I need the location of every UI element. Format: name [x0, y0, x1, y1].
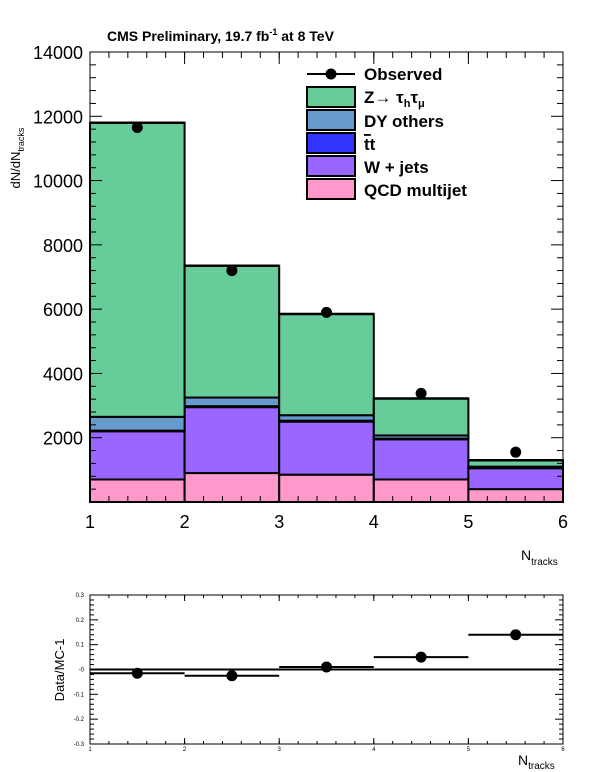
bar-w-jets-bin-1	[89, 430, 186, 481]
main-x-tick-label: 4	[369, 512, 379, 532]
legend-label-qcd: QCD multijet	[364, 181, 467, 200]
legend-item-wjets: W + jets	[306, 155, 429, 177]
ratio-x-tick-label: 4	[372, 747, 376, 753]
main-y-tick-label: 12000	[33, 107, 83, 127]
bar-qcd-multijet-bin-5	[467, 488, 564, 503]
legend-label-ttbar: tt	[364, 135, 376, 154]
main-y-tick-label: 10000	[33, 172, 83, 192]
legend-label-dy-others: DY others	[364, 112, 444, 131]
main-plot-panel: 1 2 3 4 5 6 2000 4000 6000 8000 10000 12000 14000	[33, 43, 568, 532]
legend-item-observed: Observed	[307, 65, 442, 84]
main-y-tick-label: 6000	[43, 300, 83, 320]
observed-points	[131, 122, 522, 458]
ratio-x-tick-label: 2	[183, 747, 187, 753]
legend-item-ztautau: Z→ τhτμ	[306, 86, 425, 110]
bar-z-h--bin-4	[372, 397, 470, 437]
ratio-y-tick-label: -0.1	[74, 692, 85, 698]
ratio-y-tick-label: -0.3	[74, 742, 85, 748]
ratio-y-tick-label: -0	[79, 668, 85, 674]
bar-qcd-multijet-bin-3	[278, 473, 375, 503]
main-y-axis-label: dN/dNtracks	[8, 127, 26, 188]
bar-qcd-multijet-bin-2	[183, 472, 281, 504]
chart-header: CMS Preliminary, 19.7 fb-1 at 8 TeV	[107, 27, 335, 44]
ratio-axes: 1 2 3 4 5 6 -0.3 -0.2 -0.1 -0 0.1 0.2 0.3	[74, 593, 566, 753]
main-y-tick-label: 4000	[43, 364, 83, 384]
ratio-y-tick-label: 0.1	[76, 643, 85, 649]
ratio-point-3	[321, 661, 332, 673]
main-x-axis-label: Ntracks	[521, 547, 558, 568]
main-y-tick-label: 14000	[33, 43, 83, 63]
ratio-point-2	[226, 670, 238, 682]
legend-item-ttbar: tt	[306, 132, 376, 154]
legend: Observed Z→ τhτμ DY others tt W + jets Q…	[306, 65, 467, 200]
main-x-tick-label: 2	[180, 512, 190, 532]
main-plot-frame	[89, 51, 564, 503]
ratio-plot-panel: 1 2 3 4 5 6 -0.3 -0.2 -0.1 -0 0.1 0.2 0.3	[74, 593, 566, 753]
observed-point-4	[415, 387, 427, 399]
main-x-tick-label: 3	[274, 512, 284, 532]
ratio-x-tick-label: 3	[278, 747, 282, 753]
bar-w-jets-bin-3	[278, 420, 375, 476]
observed-point-2	[226, 265, 238, 277]
observed-point-5	[510, 446, 522, 458]
ratio-y-tick-label: 0.2	[76, 618, 85, 624]
legend-item-dy-others: DY others	[306, 109, 444, 131]
bar-dy-others-bin-1	[89, 415, 186, 432]
observed-point-3	[321, 306, 332, 318]
main-axes: 1 2 3 4 5 6 2000 4000 6000 8000 10000 12000 14000	[33, 43, 568, 532]
bar-z-h--bin-3	[278, 312, 375, 417]
bar-qcd-multijet-bin-4	[372, 478, 470, 503]
bar-z-h--bin-2	[183, 264, 281, 399]
ratio-x-tick-label: 5	[467, 747, 471, 753]
main-y-tick-label: 2000	[43, 429, 83, 449]
main-x-tick-label: 1	[85, 512, 95, 532]
bar-w-jets-bin-2	[183, 406, 281, 475]
ratio-x-axis-label: Ntracks	[518, 752, 555, 772]
legend-label-wjets: W + jets	[364, 158, 429, 177]
ratio-point-5	[510, 629, 522, 641]
bar-z-h--bin-1	[89, 121, 186, 418]
legend-label-ztautau: Z→ τhτμ	[364, 88, 425, 110]
ratio-point-1	[131, 667, 143, 679]
ratio-x-tick-label: 1	[88, 747, 92, 753]
bar-dy-others-bin-2	[183, 396, 281, 408]
observed-point-1	[131, 122, 143, 134]
legend-label-observed: Observed	[364, 65, 442, 84]
main-y-tick-label: 8000	[43, 236, 83, 256]
ratio-points	[90, 629, 563, 682]
legend-item-qcd: QCD multijet	[306, 178, 467, 200]
ratio-x-tick-label: 6	[561, 747, 565, 753]
ratio-y-tick-label: -0.2	[74, 717, 85, 723]
bar-qcd-multijet-bin-1	[89, 478, 186, 503]
ratio-y-tick-label: 0.3	[76, 593, 85, 599]
bar-w-jets-bin-5	[467, 467, 564, 491]
main-x-tick-label: 6	[558, 512, 568, 532]
bar-w-jets-bin-4	[372, 438, 470, 481]
ratio-y-axis-label: Data/MC-1	[52, 639, 67, 702]
stacked-histogram	[89, 121, 564, 504]
ratio-point-4	[415, 651, 427, 663]
main-x-tick-label: 5	[463, 512, 473, 532]
